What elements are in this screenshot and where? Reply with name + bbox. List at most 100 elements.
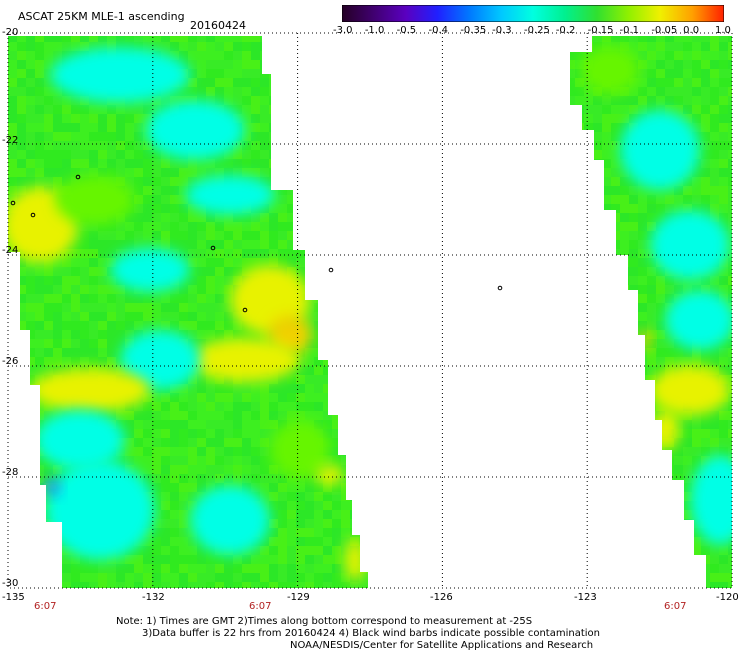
lon-label-129: -129 (287, 592, 310, 603)
swath-pixel (215, 393, 224, 402)
swath-pixel (44, 321, 53, 330)
colorbar-tick-label: -0.05 (651, 25, 678, 36)
swath-pixel (620, 447, 629, 456)
swath-pixel (656, 51, 665, 60)
swath-pixel (575, 150, 584, 159)
swath-pixel (593, 474, 602, 483)
swath-pixel (332, 357, 341, 366)
swath-pixel (638, 555, 647, 564)
swath-pixel (251, 555, 260, 564)
swath-pixel (305, 537, 314, 546)
swath-pixel (224, 330, 233, 339)
swath-pixel (368, 429, 377, 438)
swath-pixel (206, 447, 215, 456)
swath-pixel (125, 36, 134, 42)
swath-pixel (260, 438, 269, 447)
swath-pixel (341, 204, 350, 213)
swath-pixel (206, 294, 215, 303)
swath-pixel (701, 168, 710, 177)
swath-pixel (8, 168, 17, 177)
swath-pixel (260, 213, 269, 222)
swath-pixel (323, 537, 332, 546)
swath-pixel (629, 303, 638, 312)
swath-pixel (242, 168, 251, 177)
swath-pixel (710, 357, 719, 366)
swath-pixel (584, 204, 593, 213)
swath-pixel (584, 492, 593, 501)
swath-pixel (575, 51, 584, 60)
swath-pixel (656, 330, 665, 339)
swath-pixel (197, 60, 206, 69)
swath-pixel (350, 375, 359, 384)
swath-pixel (359, 411, 368, 420)
swath-pixel (570, 447, 575, 456)
swath-pixel (53, 564, 62, 573)
swath-pixel (170, 303, 179, 312)
swath-pixel (656, 60, 665, 69)
swath-pixel (152, 438, 161, 447)
swath-pixel (179, 537, 188, 546)
swath-pixel (359, 69, 368, 78)
swath-pixel (602, 339, 611, 348)
swath-pixel (314, 231, 323, 240)
swath-pixel (314, 510, 323, 519)
swath-pixel (206, 555, 215, 564)
swath-pixel (152, 420, 161, 429)
swath-pixel (44, 60, 53, 69)
swath-pixel (17, 150, 26, 159)
swath-pixel (701, 204, 710, 213)
swath-pixel (26, 456, 35, 465)
swath-pixel (332, 555, 341, 564)
swath-pixel (368, 60, 377, 69)
swath-pixel (224, 447, 233, 456)
swath-pixel (575, 177, 584, 186)
swath-pixel (53, 582, 62, 588)
swath-pixel (692, 546, 701, 555)
swath-pixel (683, 582, 692, 588)
swath-pixel (188, 429, 197, 438)
swath-pixel (629, 105, 638, 114)
swath-pixel (125, 141, 134, 150)
swath-pixel (620, 330, 629, 339)
swath-pixel (188, 69, 197, 78)
swath-pixel (35, 177, 44, 186)
swath-pixel (242, 573, 251, 582)
swath-pixel (611, 465, 620, 474)
wind-barb-marker (242, 307, 248, 313)
swath-pixel (692, 105, 701, 114)
swath-pixel (323, 528, 332, 537)
swath-pixel (683, 456, 692, 465)
swath-pixel (323, 114, 332, 123)
swath-pixel (143, 429, 152, 438)
swath-pixel (368, 339, 377, 348)
swath-pixel (647, 213, 656, 222)
swath-pixel (134, 465, 143, 474)
swath-pixel (638, 249, 647, 258)
swath-pixel (647, 78, 656, 87)
swath-pixel (26, 375, 35, 384)
swath-pixel (80, 321, 89, 330)
swath-pixel (611, 438, 620, 447)
swath-pixel (80, 582, 89, 588)
swath-pixel (665, 555, 674, 564)
swath-pixel (170, 456, 179, 465)
swath-pixel (62, 582, 71, 588)
swath-pixel (269, 132, 278, 141)
swath-pixel (611, 150, 620, 159)
swath-pixel (341, 474, 350, 483)
swath-pixel (584, 36, 593, 42)
swath-pixel (620, 555, 629, 564)
swath-pixel (584, 312, 593, 321)
swath-pixel (570, 564, 575, 573)
swath-pixel (602, 348, 611, 357)
swath-pixel (683, 411, 692, 420)
swath-pixel (233, 105, 242, 114)
swath-pixel (17, 393, 26, 402)
swath-pixel (728, 195, 732, 204)
swath-pixel (125, 213, 134, 222)
swath-pixel (188, 177, 197, 186)
swath-pixel (197, 420, 206, 429)
swath-pixel (368, 474, 377, 483)
swath-pixel (629, 492, 638, 501)
swath-pixel (323, 393, 332, 402)
